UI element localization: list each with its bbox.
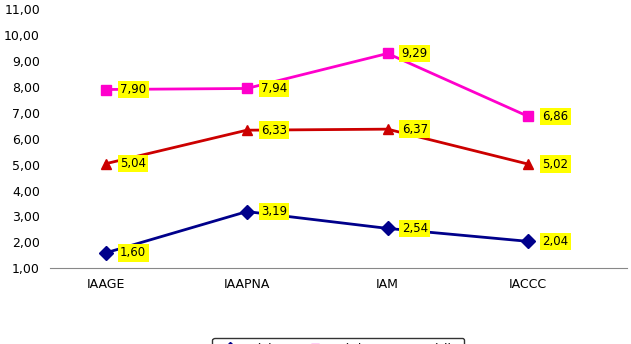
Text: 6,86: 6,86 bbox=[543, 110, 569, 123]
Text: 1,60: 1,60 bbox=[120, 246, 146, 259]
Text: 9,29: 9,29 bbox=[402, 47, 428, 60]
Text: 7,90: 7,90 bbox=[120, 83, 146, 96]
Text: 6,33: 6,33 bbox=[261, 124, 287, 137]
Text: 2,54: 2,54 bbox=[402, 222, 428, 235]
Text: 3,19: 3,19 bbox=[261, 205, 287, 218]
Text: 5,04: 5,04 bbox=[120, 157, 146, 170]
Text: 2,04: 2,04 bbox=[543, 235, 569, 248]
Text: 6,37: 6,37 bbox=[402, 123, 428, 136]
Legend: Mínimo, Máximo, Média: Mínimo, Máximo, Média bbox=[212, 337, 464, 344]
Text: 5,02: 5,02 bbox=[543, 158, 569, 171]
Text: 7,94: 7,94 bbox=[261, 82, 287, 95]
